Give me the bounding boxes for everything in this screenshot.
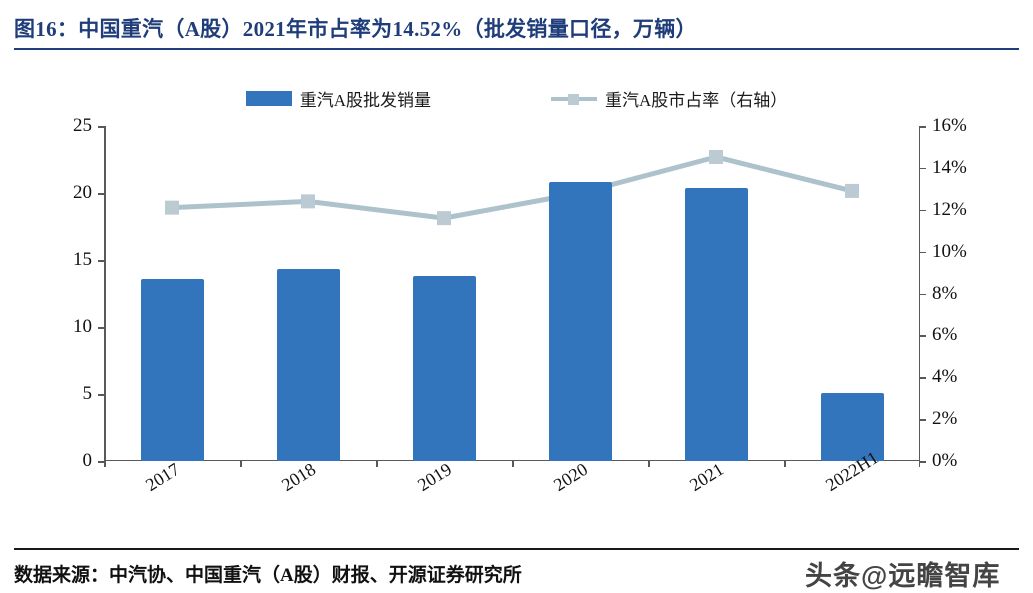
line-marker-2019 <box>437 211 451 226</box>
x-axis-tick <box>784 461 786 467</box>
x-axis-label-2019: 2019 <box>414 458 456 495</box>
bar-2020 <box>548 182 612 461</box>
market-share-line-series <box>165 149 859 226</box>
line-path <box>171 154 853 221</box>
y-axis-left-tick <box>98 260 104 262</box>
legend-item-label: 重汽A股批发销量 <box>299 91 431 110</box>
source-note: 数据来源：中汽协、中国重汽（A股）财报、开源证券研究所 <box>14 565 522 586</box>
line-marker-2021 <box>709 149 723 164</box>
legend-item-line[interactable]: 重汽A股市占率（右轴） <box>551 86 787 111</box>
y-axis-left-label: 25 <box>73 115 92 136</box>
y-axis-left-tick <box>98 461 104 463</box>
y-axis-left-tick <box>98 193 104 195</box>
y-axis-left-label: 5 <box>82 383 93 404</box>
y-axis-left-tick <box>98 394 104 396</box>
x-axis-tick <box>240 461 242 467</box>
y-axis-left-line <box>104 126 106 461</box>
y-axis-right-label: 14% <box>932 156 967 178</box>
y-axis-right-tick <box>920 209 926 212</box>
figure-title-block: 图16：中国重汽（A股）2021年市占率为14.52%（批发销量口径，万辆） <box>14 16 1019 50</box>
bar-2018 <box>276 269 340 461</box>
y-axis-right-line <box>918 126 920 461</box>
watermark: 头条@远瞻智库 <box>805 561 1001 591</box>
y-axis-left-label: 0 <box>82 450 93 471</box>
y-axis-left-label: 20 <box>73 182 92 203</box>
bar-2019 <box>412 276 476 461</box>
y-axis-right-tick <box>920 377 926 379</box>
legend-item-bar[interactable]: 重汽A股批发销量 <box>245 86 431 111</box>
chart-legend: 重汽A股批发销量 重汽A股市占率（右轴） <box>0 86 1033 111</box>
legend-item-label: 重汽A股市占率（右轴） <box>605 91 788 110</box>
x-axis-line <box>104 459 920 461</box>
y-axis-right-tick <box>920 251 926 254</box>
line-marker-2018 <box>301 194 315 209</box>
chart-plot-area: 0 5 10 15 20 25 0% 2% 4% 6% 8% 10% 12% 14% 16% 2017 2018… <box>73 115 967 495</box>
bar-2021 <box>684 187 748 461</box>
y-axis-right-tick <box>920 419 926 421</box>
x-axis-tick <box>918 461 920 467</box>
x-axis-tick <box>104 461 106 467</box>
y-axis-right-label: 12% <box>932 198 967 220</box>
line-marker-2017 <box>165 200 179 215</box>
bar-2017 <box>140 278 204 461</box>
y-axis-left-label: 10 <box>73 316 92 337</box>
x-axis-tick <box>648 461 650 467</box>
bar-2022H1 <box>820 392 884 461</box>
page-title: 图16：中国重汽（A股）2021年市占率为14.52%（批发销量口径，万辆） <box>14 17 697 41</box>
x-axis-label-2021: 2021 <box>686 458 728 495</box>
x-axis-label-2018: 2018 <box>278 458 320 495</box>
y-axis-right-tick <box>920 167 926 170</box>
y-axis-right-label: 10% <box>932 240 967 262</box>
y-axis-right-tick <box>920 461 926 463</box>
y-axis-right-label: 16% <box>932 115 967 136</box>
line-marker-2022H1 <box>845 183 859 198</box>
y-axis-right-label: 6% <box>932 324 958 346</box>
y-axis-left-tick <box>98 126 104 128</box>
y-axis-right-tick <box>920 335 926 337</box>
y-axis-right-label: 8% <box>932 282 958 304</box>
x-axis-tick <box>376 461 378 467</box>
y-axis-left-label: 15 <box>73 249 92 270</box>
y-axis-right-label: 0% <box>932 450 958 471</box>
y-axis-left-tick <box>98 327 104 329</box>
title-divider <box>14 48 1019 50</box>
x-axis-tick <box>512 461 514 467</box>
y-axis-right-label: 2% <box>932 408 958 430</box>
y-axis-right-tick <box>920 293 926 295</box>
y-axis-right-tick <box>920 126 926 128</box>
bar-swatch-icon <box>245 91 292 106</box>
x-axis-label-2017: 2017 <box>142 458 184 495</box>
line-swatch-icon <box>551 91 597 106</box>
y-axis-right-label: 4% <box>932 366 958 388</box>
footer-divider <box>14 548 1019 550</box>
x-axis-label-2020: 2020 <box>550 458 592 495</box>
